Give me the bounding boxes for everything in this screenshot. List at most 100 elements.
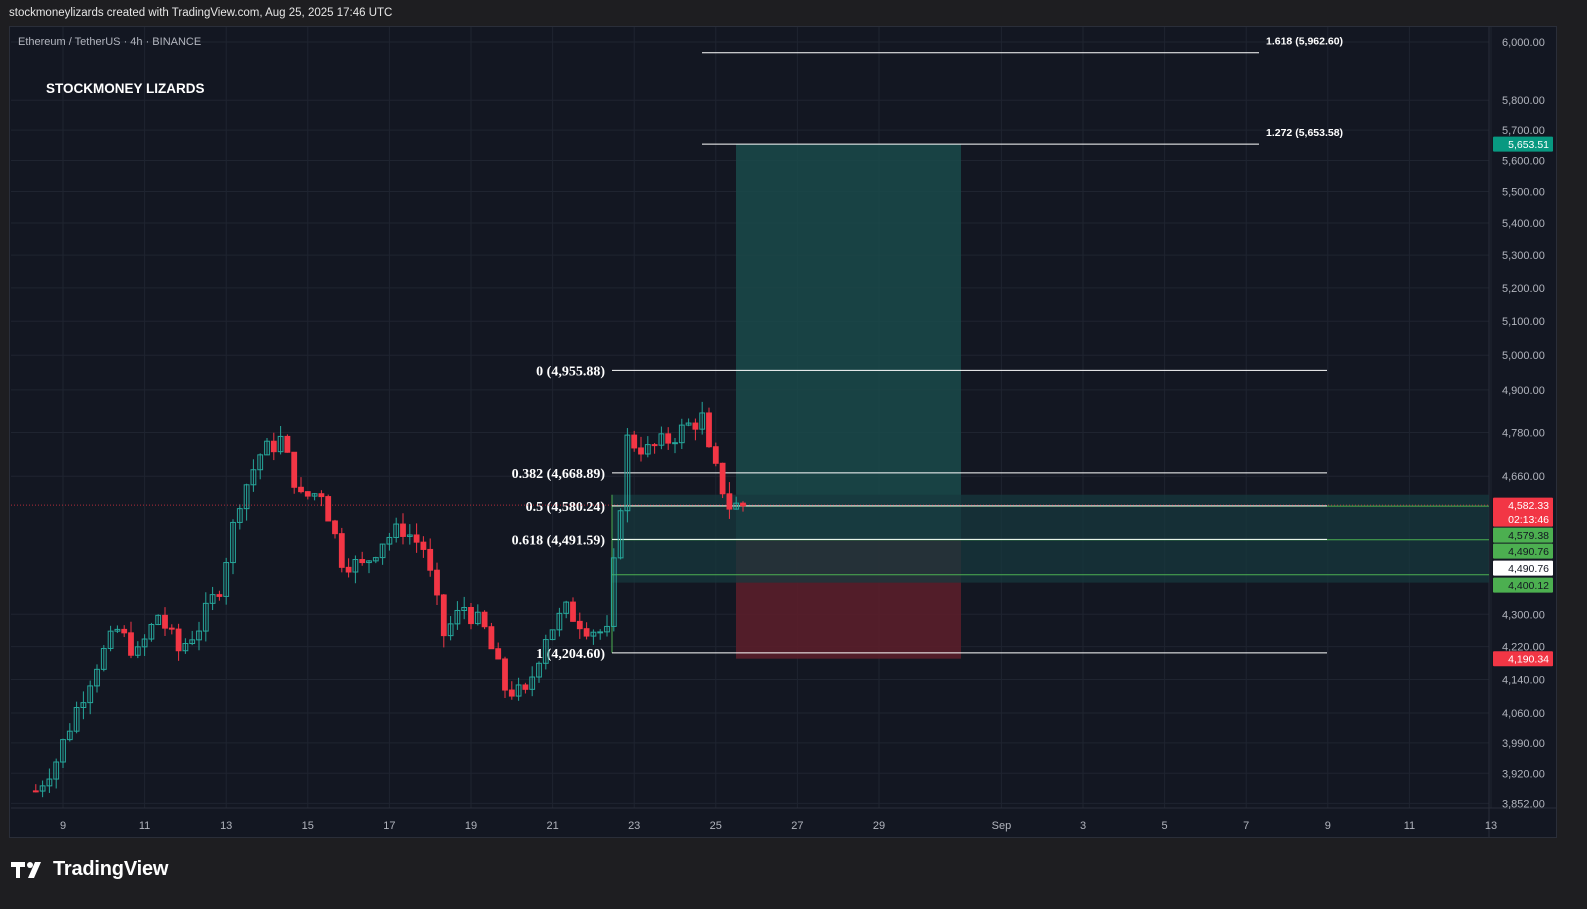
fib-extension-label: 1.618 (5,962.60) [1266, 36, 1343, 48]
price-tag-bg [1493, 527, 1553, 543]
candle-down [706, 412, 712, 448]
candle-down [502, 658, 508, 691]
y-tick-label: 5,200.00 [1502, 283, 1545, 295]
candle-down [712, 446, 719, 464]
candle-up [39, 785, 46, 792]
candle-down [413, 534, 420, 543]
price-tag-bg [1493, 577, 1553, 593]
candle-down [291, 451, 298, 488]
candle-down [570, 601, 576, 622]
x-tick-label: 21 [546, 820, 558, 832]
fibonacci-levels[interactable]: 0 (4,955.88) 0.382 (4,668.89) 0.5 (4,580.2… [512, 36, 1343, 662]
fib-level-label: 0.382 (4,668.89) [512, 467, 606, 482]
x-tick-label: 13 [220, 820, 232, 832]
candle-down [583, 628, 590, 637]
y-tick-label: 3,852.00 [1502, 798, 1545, 810]
candle-up [733, 502, 740, 510]
candle-down [726, 493, 733, 510]
candle-up [80, 702, 87, 709]
candle-up [474, 611, 481, 625]
candle-up [610, 557, 617, 627]
fib-level-label: 0 (4,955.88) [536, 364, 605, 379]
y-tick-label: 6,000.00 [1502, 37, 1545, 49]
candle-up [264, 440, 270, 456]
price-tag-bg [1493, 560, 1553, 576]
price-tag: 4,490.76 [1508, 546, 1549, 558]
y-tick-label: 5,500.00 [1502, 186, 1545, 198]
candle-up [658, 433, 665, 446]
candle-up [447, 623, 454, 637]
x-tick-label: 9 [1325, 820, 1331, 832]
candle-down [162, 614, 168, 629]
candle-down [468, 606, 474, 625]
candle-down [338, 533, 345, 568]
x-tick-label: 15 [302, 820, 314, 832]
x-tick-label: 11 [139, 820, 150, 832]
y-tick-label: 3,920.00 [1502, 768, 1545, 780]
price-axis[interactable]: 6,000.00 5,800.00 5,700.00 5,600.00 5,500.00… [1502, 37, 1545, 810]
y-tick-label: 5,100.00 [1502, 316, 1545, 328]
candle-up [393, 523, 400, 538]
candle-down [651, 444, 658, 447]
x-tick-label: 17 [383, 820, 395, 832]
candle-up [366, 560, 372, 564]
price-tag-bg [1493, 543, 1553, 559]
tradingview-logo[interactable]: TradingView [11, 858, 168, 881]
y-tick-label: 5,400.00 [1502, 218, 1545, 230]
candle-up [87, 685, 94, 704]
candle-up [46, 778, 53, 787]
candle-down [128, 632, 134, 656]
y-tick-label: 4,060.00 [1502, 708, 1545, 720]
price-tag-bg [1493, 651, 1553, 667]
candle-down [719, 462, 726, 495]
candle-down [434, 569, 440, 596]
candle-down [121, 628, 128, 634]
candle-down [488, 626, 495, 650]
y-tick-label: 4,900.00 [1502, 385, 1545, 397]
candle-up [386, 536, 393, 545]
candle-up [230, 521, 236, 564]
candle-up [372, 557, 379, 562]
candle-up [94, 668, 100, 687]
candle-down [168, 627, 175, 630]
countdown-tag-bg [1493, 511, 1553, 527]
candlestick-series [11, 401, 1489, 798]
tradingview-brand-text: TradingView [53, 858, 169, 880]
candle-down [495, 648, 502, 660]
price-tag-bg [1493, 497, 1553, 513]
x-tick-label: 25 [710, 820, 722, 832]
candle-down [522, 684, 529, 690]
candle-up [155, 614, 162, 626]
candle-up [604, 625, 610, 633]
candle-up [148, 624, 155, 640]
candle-up [406, 534, 413, 537]
candle-up [461, 606, 468, 611]
symbol-label[interactable]: Ethereum / TetherUS · 4h · BINANCE [18, 36, 201, 48]
y-tick-label: 5,700.00 [1502, 125, 1545, 137]
candle-up [672, 442, 678, 445]
candle-down [508, 689, 515, 697]
candle-down [359, 559, 366, 564]
candle-up [542, 639, 549, 664]
candle-up [223, 562, 230, 597]
candle-up [678, 424, 685, 444]
candle-up [556, 612, 563, 631]
candle-down [665, 433, 672, 444]
candle-down [576, 620, 583, 630]
price-tag: 4,579.38 [1508, 530, 1549, 542]
candle-down [304, 491, 311, 497]
candle-down [270, 440, 277, 453]
y-tick-label: 4,300.00 [1502, 609, 1545, 621]
price-tags: 5,653.51 4,582.33 02:13:46 4,579.38 4,490.76… [1493, 136, 1553, 667]
candle-up [549, 629, 556, 641]
candle-up [590, 631, 597, 637]
price-chart[interactable]: 0 (4,955.88) 0.382 (4,668.89) 0.5 (4,580.2… [0, 0, 1587, 838]
candle-down [32, 790, 39, 793]
candle-up [379, 543, 386, 559]
time-axis[interactable]: 9 11 13 15 17 19 21 23 25 27 29 Sep 3 5 7 9 11 13 [60, 820, 1497, 832]
candle-up [257, 454, 264, 471]
candle-up [529, 676, 536, 690]
candle-up [617, 510, 624, 559]
candle-up [141, 638, 148, 648]
fib-level-label: 1 (4,204.60) [536, 647, 605, 662]
